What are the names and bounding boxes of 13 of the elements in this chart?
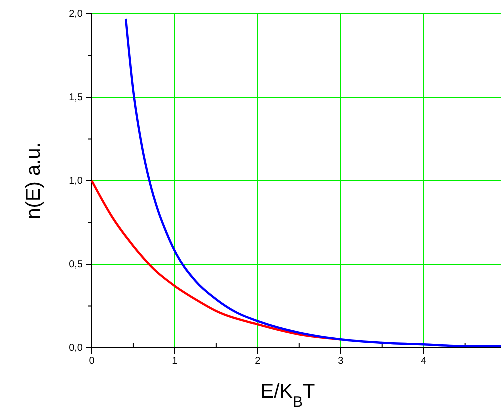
x-tick-label: 0 [89,356,96,368]
x-tick-label: 2 [255,356,262,368]
y-axis-title: n(E) a.u. [23,142,45,220]
y-tick-label: 1,5 [69,92,84,104]
y-tick-label: 2,0 [69,9,84,20]
x-tick-label: 3 [338,356,344,368]
y-tick-label: 1,0 [69,176,84,188]
x-tick-label: 1 [172,356,178,368]
line-series [124,18,501,348]
y-tick-label: 0,0 [69,343,84,354]
x-tick-label: 4 [421,356,428,368]
x-axis-title: E/K$_{B}$T [260,381,316,408]
y-tick-label: 0,5 [69,260,84,271]
